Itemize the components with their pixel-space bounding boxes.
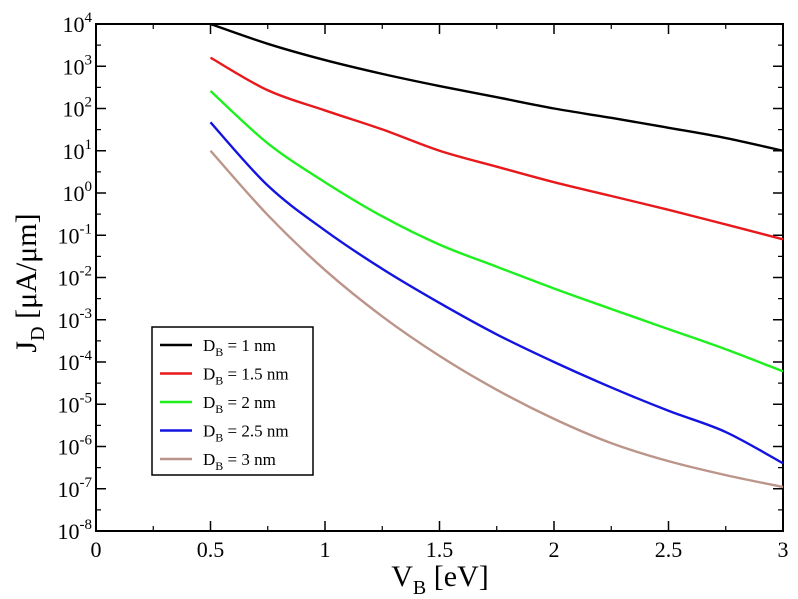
y-tick-label: 104 [63, 10, 93, 37]
y-axis-title: JD [μA/μm] [10, 213, 49, 352]
x-tick-label: 0.5 [197, 537, 225, 562]
x-axis-title: VB [eV] [391, 560, 488, 599]
legend: DB = 1 nm DB = 1.5 nm DB = 2 nm DB = 2.5 nm… [151, 326, 314, 476]
y-tick-label: 10-6 [58, 433, 93, 460]
y-tick-label: 10-5 [58, 390, 93, 417]
legend-label: DB = 1 nm [203, 336, 276, 359]
y-tick-label: 10-8 [58, 517, 93, 544]
y-tick-label: 10-2 [58, 264, 93, 291]
x-tick-label: 1.5 [426, 537, 454, 562]
y-tick-label: 103 [63, 52, 93, 79]
x-tick-label: 2 [549, 537, 560, 562]
legend-label: DB = 1.5 nm [203, 365, 289, 388]
x-tick-label: 2.5 [655, 537, 683, 562]
x-tick-label: 1 [320, 537, 331, 562]
series-line-5 [209, 149, 784, 489]
legend-label: DB = 2.5 nm [203, 422, 289, 445]
series-line-3 [209, 90, 784, 373]
legend-label: DB = 2 nm [203, 393, 276, 416]
y-tick-label: 10-7 [58, 475, 93, 502]
y-tick-label: 100 [63, 179, 93, 206]
series-line-2 [209, 56, 784, 241]
y-tick-label: 101 [63, 137, 93, 164]
series-lines [209, 22, 784, 489]
x-tick-label: 0 [91, 537, 102, 562]
y-tick-label: 10-1 [58, 221, 93, 248]
y-tick-label: 102 [63, 95, 93, 122]
legend-label: DB = 3 nm [203, 450, 276, 473]
y-axis: 10-8 10-7 10-6 10-5 10-4 10-3 10-2 10-1 100 101 10… [58, 10, 783, 544]
y-tick-label: 10-4 [58, 348, 93, 375]
x-tick-label: 3 [778, 537, 789, 562]
series-line-1 [210, 22, 784, 152]
series-line-4 [209, 121, 784, 465]
y-tick-label: 10-3 [58, 306, 93, 333]
x-axis: 0 0.5 1 1.5 2 2.5 3 [91, 24, 789, 562]
